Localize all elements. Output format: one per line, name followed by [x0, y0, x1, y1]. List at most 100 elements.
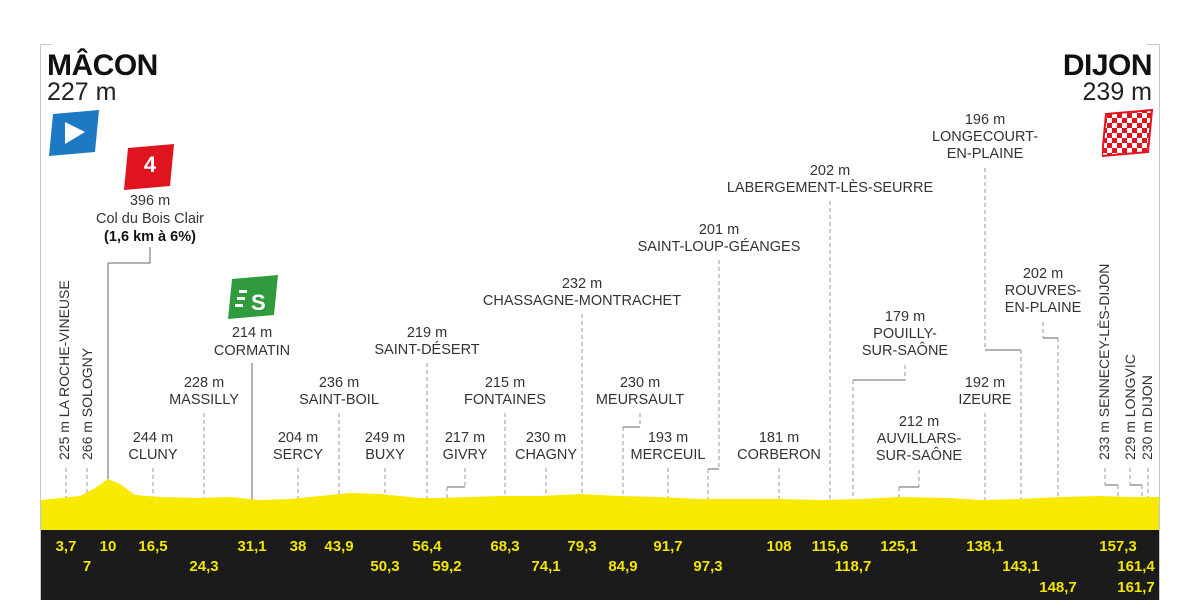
waypoint-name: AUVILLARS-: [876, 431, 962, 447]
km-marker-top: 108: [766, 538, 792, 555]
climb-category-badge: [124, 144, 174, 190]
waypoint-name: MERCEUIL: [630, 447, 706, 463]
frame-left-line: [40, 44, 41, 600]
waypoint-altitude: 230 m: [619, 375, 661, 391]
km-marker-top: 38: [289, 538, 307, 555]
waypoint-altitude: 249 m: [364, 430, 406, 446]
waypoint-name: SAINT-DÉSERT: [374, 342, 480, 358]
km-marker-top: 79,3: [567, 538, 597, 555]
waypoint-altitude: 179 m: [884, 309, 926, 325]
waypoint-name: MEURSAULT: [595, 392, 685, 408]
waypoint-name: SAINT-LOUP-GÉANGES: [637, 239, 801, 255]
waypoint-name: BUXY: [365, 447, 405, 463]
start-city: MÂCON: [47, 49, 158, 82]
waypoint-name: IZEURE: [958, 392, 1012, 408]
waypoint-name: ROUVRES-: [1004, 283, 1082, 299]
svg-text:S: S: [251, 290, 266, 315]
km-marker-top: 43,9: [324, 538, 354, 555]
waypoint-name: FONTAINES: [464, 392, 546, 408]
waypoint-altitude: 212 m: [898, 414, 940, 430]
km-marker-top: 91,7: [653, 538, 683, 555]
waypoint-altitude: 232 m: [561, 276, 603, 292]
waypoint-name: GIVRY: [442, 447, 488, 463]
waypoint-altitude: 228 m: [183, 375, 225, 391]
km-marker-bottom: 97,3: [693, 558, 723, 575]
finish-altitude: 239 m: [1082, 78, 1152, 106]
waypoint-name: CHAGNY: [514, 447, 578, 463]
climb-altitude: 396 m: [129, 193, 171, 209]
start-altitude: 227 m: [47, 78, 117, 106]
waypoint-name: MASSILLY: [169, 392, 239, 408]
km-marker-top: 3,7: [55, 538, 77, 555]
waypoint-altitude: 201 m: [698, 222, 740, 238]
waypoint-name: LONGECOURT-: [931, 129, 1039, 145]
km-marker-top: 125,1: [880, 538, 918, 555]
waypoint-name-line2: SUR-SAÔNE: [875, 448, 963, 464]
vertical-waypoint-label: 229 m LONGVIC: [1122, 354, 1138, 460]
waypoint-name: SERCY: [273, 447, 323, 463]
waypoint-altitude: 215 m: [484, 375, 526, 391]
waypoint-altitude: 192 m: [964, 375, 1006, 391]
km-marker-top: 157,3: [1099, 538, 1137, 555]
km-marker-top: 68,3: [490, 538, 520, 555]
km-marker-bottom: 50,3: [370, 558, 400, 575]
waypoint-name: CHASSAGNE-MONTRACHET: [482, 293, 682, 309]
climb-name: Col du Bois Clair: [96, 211, 204, 227]
km-marker-bottom: 143,1: [1002, 558, 1040, 575]
km-marker-bottom: 148,7: [1039, 579, 1077, 596]
waypoint-altitude: 236 m: [318, 375, 360, 391]
km-marker-bottom: 161,4: [1117, 558, 1155, 575]
km-marker-top: 138,1: [966, 538, 1004, 555]
frame-right-tick: [1147, 44, 1159, 45]
waypoint-name: POUILLY-: [873, 326, 937, 342]
km-band: [41, 530, 1159, 600]
waypoint-name: LABERGEMENT-LÈS-SEURRE: [726, 180, 934, 196]
km-marker-bottom: 74,1: [531, 558, 561, 575]
waypoint-name-line2: SUR-SAÔNE: [861, 343, 949, 359]
finish-city: DIJON: [1062, 49, 1153, 82]
waypoint-altitude: 202 m: [809, 163, 851, 179]
km-marker-top: 10: [99, 538, 117, 555]
waypoint-name-line2: EN-PLAINE: [946, 146, 1024, 162]
profile-area: [41, 479, 1159, 530]
waypoint-name: CORBERON: [737, 447, 821, 463]
waypoint-altitude: 219 m: [406, 325, 448, 341]
sprint-altitude: 214 m: [231, 325, 273, 341]
km-marker-top: 56,4: [412, 538, 442, 555]
waypoint-name-line2: EN-PLAINE: [1004, 300, 1082, 316]
climb-detail: (1,6 km à 6%): [104, 229, 196, 245]
vertical-waypoint-label: 230 m DIJON: [1139, 375, 1155, 460]
km-marker-bottom: 59,2: [432, 558, 462, 575]
leader-lines: [65, 168, 1149, 528]
frame-right-line: [1159, 44, 1160, 600]
frame-left-tick: [40, 44, 52, 45]
waypoint-altitude: 230 m: [525, 430, 567, 446]
waypoint-altitude: 202 m: [1022, 266, 1064, 282]
waypoint-altitude: 196 m: [964, 112, 1006, 128]
km-marker-top: 16,5: [138, 538, 168, 555]
vertical-waypoint-label: 266 m SOLOGNY: [79, 347, 95, 460]
km-marker-bottom: 84,9: [608, 558, 638, 575]
waypoint-altitude: 244 m: [132, 430, 174, 446]
vertical-waypoint-label: 225 m LA ROCHE-VINEUSE: [56, 280, 72, 460]
sprint-badge-icon: S: [228, 275, 278, 319]
start-flag-icon: [49, 110, 99, 156]
sprint-name: CORMATIN: [213, 343, 291, 359]
waypoint-name: SAINT-BOIL: [299, 392, 379, 408]
vertical-waypoint-label: 233 m SENNECEY-LÈS-DIJON: [1096, 263, 1112, 460]
finish-flag-icon: [1102, 108, 1154, 158]
km-marker-bottom: 7: [82, 558, 92, 575]
km-marker-bottom: 24,3: [189, 558, 219, 575]
waypoint-altitude: 193 m: [647, 430, 689, 446]
waypoint-altitude: 217 m: [444, 430, 486, 446]
waypoint-name: CLUNY: [128, 447, 178, 463]
km-marker-top: 31,1: [237, 538, 267, 555]
waypoint-altitude: 204 m: [277, 430, 319, 446]
waypoint-altitude: 181 m: [758, 430, 800, 446]
climb-category-label: 4: [143, 152, 157, 177]
km-marker-bottom: 161,7: [1117, 579, 1155, 596]
km-marker-bottom: 118,7: [834, 558, 872, 575]
km-marker-top: 115,6: [811, 538, 849, 555]
